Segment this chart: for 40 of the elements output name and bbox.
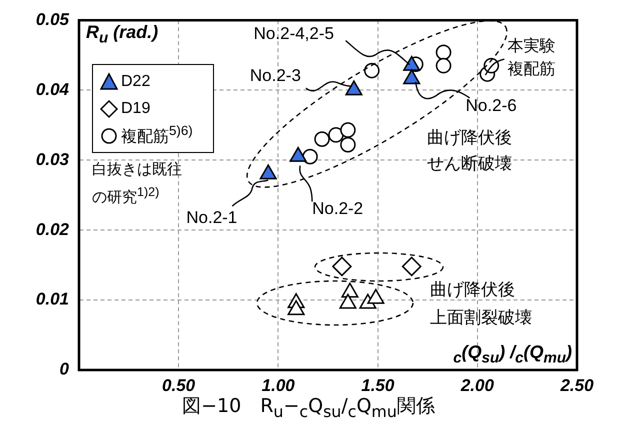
annotation: No.2-3 bbox=[250, 65, 301, 88]
x-tick-label: 1.00 bbox=[262, 376, 296, 395]
annotation: 上面割裂破壊 bbox=[430, 307, 532, 329]
point bbox=[367, 288, 384, 304]
legend-label: 複配筋$^{5)6)}$ bbox=[121, 123, 193, 148]
x-tick-label: 2.00 bbox=[460, 376, 494, 395]
y-tick-label: 0 bbox=[60, 360, 70, 379]
point bbox=[260, 164, 277, 180]
point bbox=[340, 122, 356, 138]
point bbox=[328, 127, 344, 143]
point bbox=[288, 300, 305, 316]
x-tick-label: 2.50 bbox=[559, 376, 594, 395]
y-tick-label: 0.03 bbox=[36, 150, 70, 169]
annotation: 白抜きは既往の研究$^{1)2)}$ bbox=[92, 160, 183, 208]
x-tick-label: 1.50 bbox=[361, 376, 395, 395]
y-tick-label: 0.05 bbox=[36, 10, 70, 29]
legend-label: D22 bbox=[121, 72, 150, 90]
point bbox=[341, 282, 358, 298]
point bbox=[436, 58, 452, 74]
point bbox=[302, 148, 318, 164]
annotation: No.2-4,2-5 bbox=[254, 22, 334, 45]
point bbox=[339, 294, 356, 309]
annotation: No.2-6 bbox=[466, 94, 517, 117]
legend-label: D19 bbox=[121, 100, 150, 118]
point bbox=[314, 131, 330, 147]
x-axis-title: $_{c}$(Q$_{su}$) /$_{c}$(Q$_{mu}$) bbox=[453, 341, 572, 369]
x-tick-label: 0.50 bbox=[162, 376, 196, 395]
point bbox=[364, 62, 380, 78]
annotation: 曲げ降伏後 bbox=[430, 279, 515, 301]
y-tick-label: 0.02 bbox=[36, 220, 70, 239]
point bbox=[340, 136, 356, 152]
y-tick-label: 0.01 bbox=[36, 290, 69, 309]
chart-title: 図−10 R$_{u}$−$_{c}$Q$_{su}$/$_{c}$Q$_{mu}$関係 bbox=[182, 395, 435, 421]
annotation: 本実験複配筋 bbox=[507, 36, 556, 80]
annotation: 曲げ降伏後せん断破壊 bbox=[427, 127, 513, 175]
y-tick-label: 0.04 bbox=[36, 80, 70, 99]
y-axis-title: R$_{u}$ (rad.) bbox=[86, 21, 158, 49]
point bbox=[436, 44, 452, 60]
annotation: No.2-1 bbox=[186, 207, 238, 230]
annotation: No.2-2 bbox=[312, 198, 364, 220]
